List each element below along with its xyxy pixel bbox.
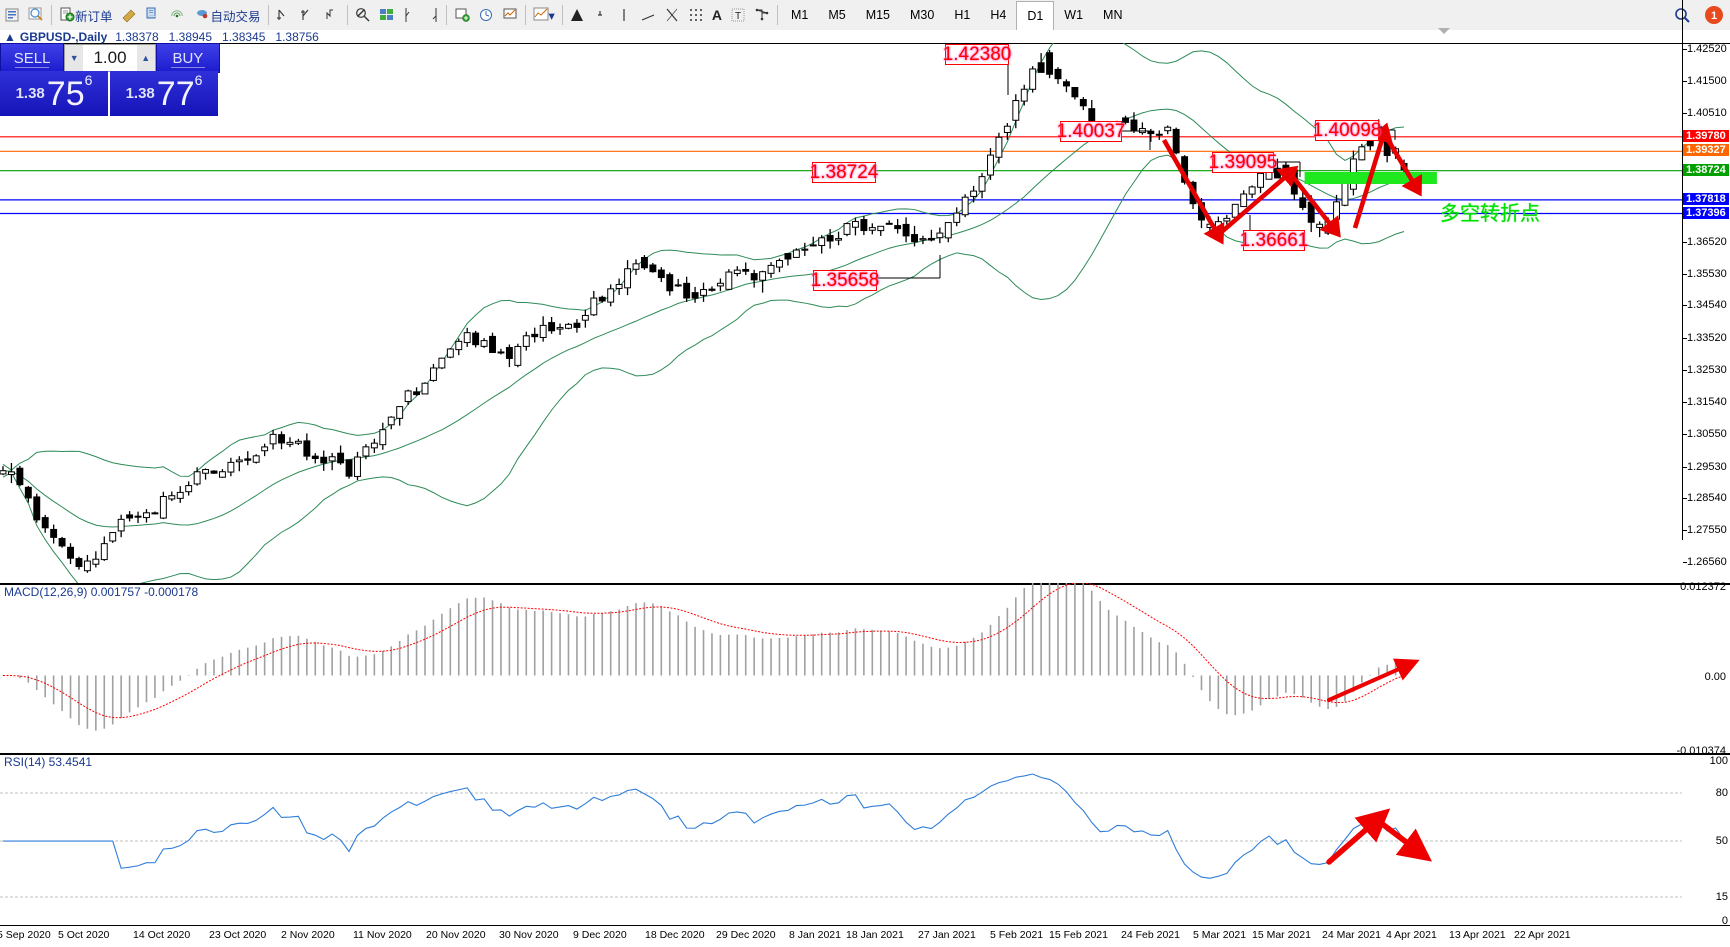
- svg-text:T: T: [735, 11, 741, 22]
